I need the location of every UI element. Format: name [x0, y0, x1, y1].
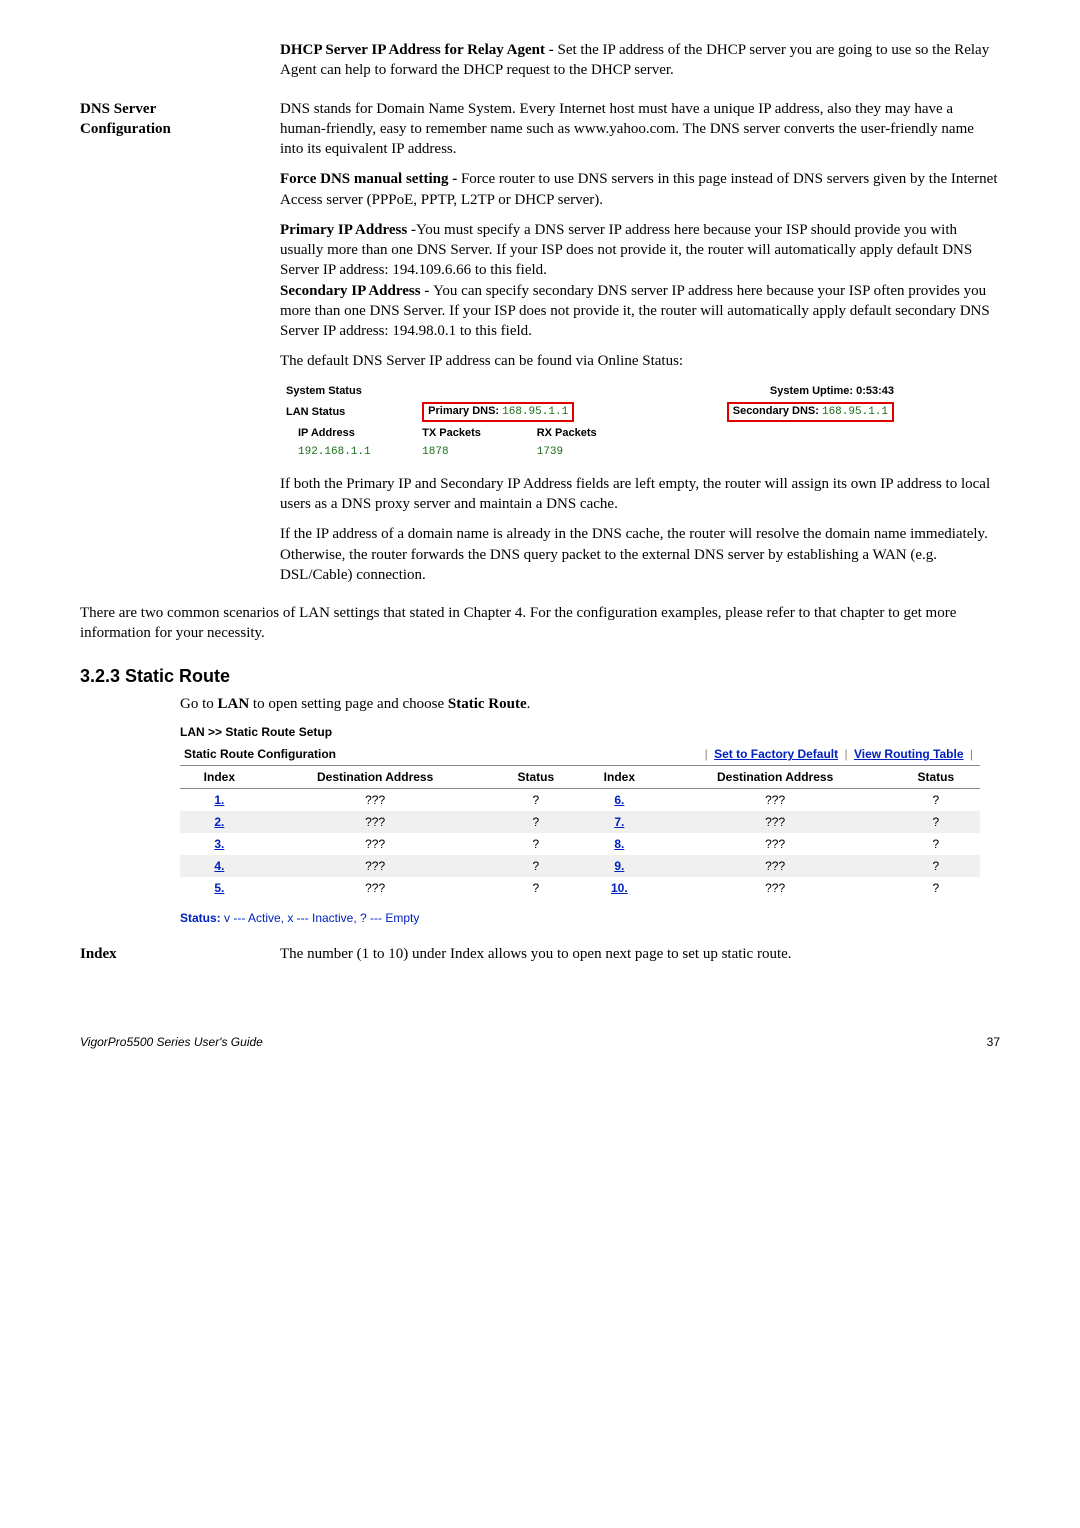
route-dest: ???: [259, 833, 492, 855]
footer-page: 37: [987, 1034, 1000, 1050]
lan-status-label: LAN Status: [280, 400, 416, 424]
route-status: ?: [892, 877, 980, 899]
col-index-left: Index: [180, 765, 259, 788]
dhcp-relay-paragraph: DHCP Server IP Address for Relay Agent -…: [280, 40, 1000, 81]
col-status-right: Status: [892, 765, 980, 788]
route-dest: ???: [259, 877, 492, 899]
route-index-link[interactable]: 4.: [214, 859, 224, 873]
route-dest: ???: [659, 788, 892, 811]
primary-dns-cell: Primary DNS: 168.95.1.1: [416, 400, 647, 424]
set-factory-default-link[interactable]: Set to Factory Default: [714, 747, 838, 761]
dns-intro: DNS stands for Domain Name System. Every…: [280, 99, 1000, 160]
dns-config-label: DNS Server Configuration: [80, 99, 250, 596]
route-index-link[interactable]: 5.: [214, 881, 224, 895]
dns-default-note: The default DNS Server IP address can be…: [280, 351, 1000, 371]
footer-left: VigorPro5500 Series User's Guide: [80, 1034, 263, 1050]
system-status-table: System Status System Uptime: 0:53:43 LAN…: [280, 382, 900, 462]
route-dest: ???: [259, 811, 492, 833]
route-index-link[interactable]: 6.: [614, 793, 624, 807]
route-index-link[interactable]: 10.: [611, 881, 628, 895]
route-dest: ???: [659, 855, 892, 877]
tx-header: TX Packets: [416, 424, 531, 443]
route-status: ?: [892, 833, 980, 855]
ss-title: System Status: [280, 382, 416, 401]
route-status: ?: [892, 811, 980, 833]
route-status: ?: [892, 855, 980, 877]
route-index-link[interactable]: 3.: [214, 837, 224, 851]
route-index-link[interactable]: 1.: [214, 793, 224, 807]
dns-secondary-paragraph: Secondary IP Address - You can specify s…: [280, 281, 1000, 342]
dns-primary-bold: Primary IP Address -: [280, 222, 416, 238]
view-routing-table-link[interactable]: View Routing Table: [854, 747, 964, 761]
route-status: ?: [892, 788, 980, 811]
route-index-link[interactable]: 7.: [614, 815, 624, 829]
table-row: 5.???? 10.????: [180, 877, 980, 899]
route-status: ?: [492, 855, 580, 877]
dns-primary-paragraph: Primary IP Address -You must specify a D…: [280, 220, 1000, 281]
route-dest: ???: [259, 788, 492, 811]
dns-force-paragraph: Force DNS manual setting - Force router …: [280, 169, 1000, 210]
index-desc: The number (1 to 10) under Index allows …: [280, 944, 1000, 964]
table-row: 4.???? 9.????: [180, 855, 980, 877]
tx-value: 1878: [416, 443, 531, 462]
route-index-link[interactable]: 9.: [614, 859, 624, 873]
route-status: ?: [492, 788, 580, 811]
table-row: 3.???? 8.????: [180, 833, 980, 855]
sr-config-title: Static Route Configuration: [184, 746, 336, 762]
index-label: Index: [80, 944, 250, 974]
lan-static-caption: LAN >> Static Route Setup: [180, 724, 1000, 740]
route-index-link[interactable]: 2.: [214, 815, 224, 829]
static-route-intro: Go to LAN to open setting page and choos…: [180, 694, 1000, 714]
col-dest-right: Destination Address: [659, 765, 892, 788]
ip-value: 192.168.1.1: [280, 443, 416, 462]
pre-static-paragraph: There are two common scenarios of LAN se…: [80, 603, 1000, 644]
sr-links: | Set to Factory Default | View Routing …: [702, 746, 976, 762]
static-route-heading: 3.2.3 Static Route: [80, 664, 1000, 688]
col-status-left: Status: [492, 765, 580, 788]
ip-address-header: IP Address: [280, 424, 416, 443]
route-status: ?: [492, 877, 580, 899]
route-status: ?: [492, 811, 580, 833]
dns-secondary-bold: Secondary IP Address -: [280, 283, 433, 299]
ss-uptime: System Uptime: 0:53:43: [647, 382, 900, 401]
route-dest: ???: [659, 833, 892, 855]
dns-force-bold: Force DNS manual setting -: [280, 171, 461, 187]
col-dest-left: Destination Address: [259, 765, 492, 788]
post-ss-p1: If both the Primary IP and Secondary IP …: [280, 474, 1000, 515]
dhcp-relay-bold: DHCP Server IP Address for Relay Agent -: [280, 42, 558, 58]
table-row: 2.???? 7.????: [180, 811, 980, 833]
post-ss-p2: If the IP address of a domain name is al…: [280, 524, 1000, 585]
status-legend: Status: v --- Active, x --- Inactive, ? …: [180, 910, 1000, 926]
route-index-link[interactable]: 8.: [614, 837, 624, 851]
col-index-right: Index: [580, 765, 659, 788]
rx-value: 1739: [531, 443, 648, 462]
secondary-dns-cell: Secondary DNS: 168.95.1.1: [647, 400, 900, 424]
route-dest: ???: [659, 811, 892, 833]
route-status: ?: [492, 833, 580, 855]
static-route-table: Index Destination Address Status Index D…: [180, 765, 980, 900]
route-dest: ???: [659, 877, 892, 899]
rx-header: RX Packets: [531, 424, 648, 443]
route-dest: ???: [259, 855, 492, 877]
spacer-left: [80, 40, 250, 91]
table-row: 1.???? 6.????: [180, 788, 980, 811]
